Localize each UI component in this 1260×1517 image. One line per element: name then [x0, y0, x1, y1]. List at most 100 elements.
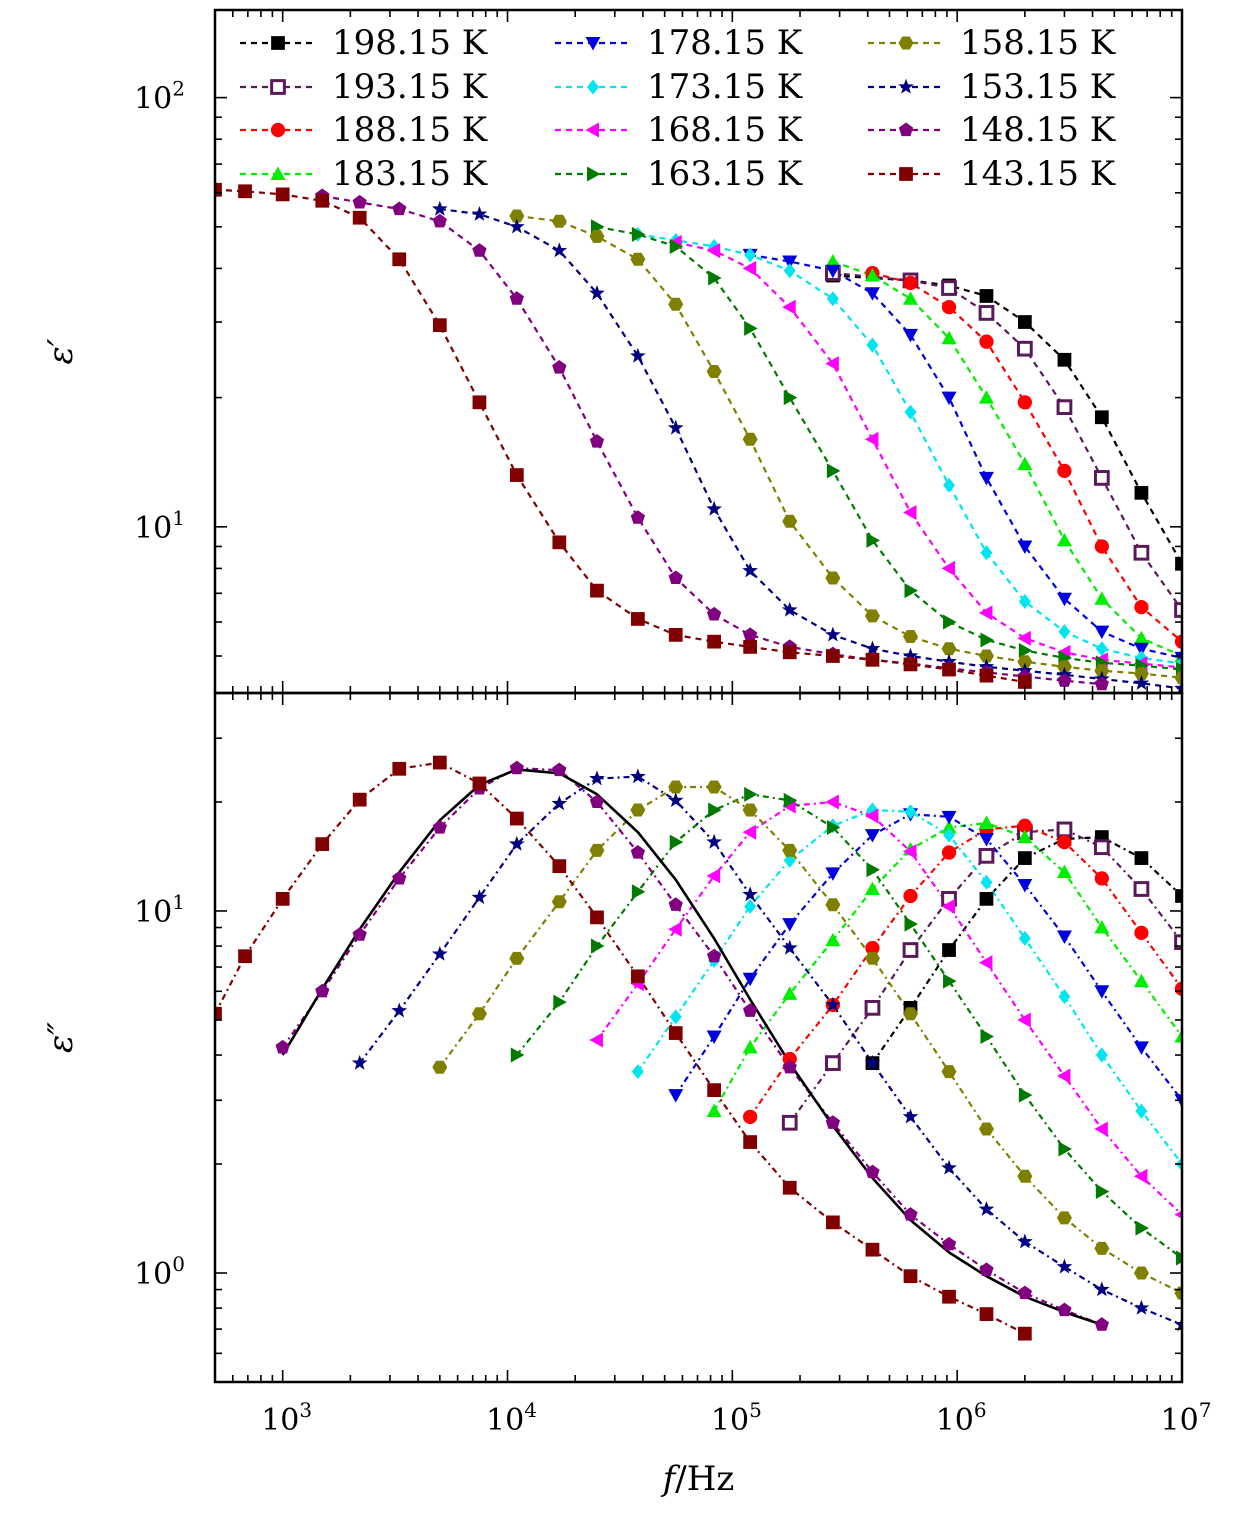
data-point	[825, 996, 841, 1012]
legend-marker	[271, 36, 285, 50]
data-point	[1057, 1302, 1072, 1317]
legend-marker	[270, 79, 286, 95]
data-point	[864, 999, 881, 1016]
plot-frame	[213, 691, 1184, 1384]
legend-label: 168.15 K	[647, 110, 803, 150]
data-point	[630, 803, 646, 817]
x-tick-label-7: 107	[1161, 1398, 1212, 1438]
series-markers-163-15-K	[510, 786, 1182, 1266]
data-point	[742, 972, 758, 987]
data-point	[352, 194, 367, 209]
data-point	[941, 560, 956, 576]
data-point	[826, 291, 839, 307]
data-point	[902, 504, 917, 520]
data-point	[782, 1059, 797, 1074]
data-point	[978, 471, 994, 486]
data-point	[471, 889, 488, 905]
data-point	[941, 1159, 957, 1175]
y-tick-label-0: 100	[134, 1252, 185, 1292]
data-point	[943, 827, 956, 843]
data-point	[1017, 456, 1033, 471]
data-point	[589, 843, 605, 857]
data-point	[552, 535, 567, 550]
data-point	[783, 792, 798, 808]
data-point	[743, 640, 758, 654]
data-point	[903, 1269, 918, 1284]
data-point	[472, 395, 487, 410]
series-line-168-15-K	[675, 241, 1182, 669]
data-point	[432, 755, 447, 770]
series-markers-178-15-K	[668, 808, 1182, 1108]
data-point	[1018, 1087, 1033, 1103]
data-point	[589, 434, 605, 448]
data-point	[215, 182, 222, 197]
legend-item-188-15-K: 188.15 K	[240, 110, 488, 150]
data-point	[668, 628, 683, 642]
data-point	[1174, 1316, 1182, 1332]
data-point	[978, 1201, 995, 1216]
series-line-143-15-K	[215, 188, 1026, 684]
legend-label: 148.15 K	[960, 110, 1116, 150]
data-point	[864, 808, 879, 824]
data-point	[782, 514, 798, 528]
data-point	[825, 794, 839, 810]
data-point	[1094, 676, 1109, 691]
data-point	[979, 289, 994, 303]
data-point	[1134, 925, 1149, 940]
data-point	[631, 226, 646, 242]
series-markers-143-15-K	[215, 182, 1032, 689]
data-point	[1093, 470, 1110, 486]
data-point	[1134, 485, 1149, 500]
data-point	[275, 1039, 290, 1054]
data-point	[978, 649, 994, 663]
series-markers-183-15-K	[825, 254, 1182, 663]
data-point	[903, 657, 918, 672]
data-point	[589, 794, 605, 809]
data-point	[979, 891, 994, 906]
data-point	[1057, 463, 1072, 478]
legend-marker	[898, 122, 914, 137]
data-point	[782, 843, 798, 857]
data-point	[1058, 989, 1071, 1005]
data-point	[941, 642, 957, 656]
data-point	[315, 837, 330, 851]
data-point	[432, 213, 447, 228]
y-axis-title: ε′	[41, 338, 81, 364]
series-line-143-15-K	[215, 761, 1026, 1335]
data-point	[275, 891, 290, 906]
data-point	[706, 243, 721, 259]
data-point	[866, 532, 880, 548]
data-point	[1095, 1183, 1110, 1199]
series-line-183-15-K	[832, 260, 1182, 658]
series-markers-193-15-K	[781, 821, 1182, 1131]
data-point	[941, 280, 957, 296]
data-point	[351, 1054, 368, 1070]
data-point	[509, 291, 524, 305]
data-point	[589, 1032, 603, 1048]
data-point	[432, 820, 447, 834]
data-point	[706, 780, 722, 794]
data-point	[392, 870, 407, 885]
data-point	[1176, 1250, 1182, 1266]
data-point	[978, 605, 993, 621]
data-point	[941, 845, 957, 860]
data-point	[864, 609, 880, 623]
data-point	[902, 630, 918, 644]
data-point	[865, 940, 880, 956]
data-point	[238, 949, 252, 964]
data-point	[902, 647, 919, 663]
data-point	[742, 1039, 758, 1054]
data-point	[941, 898, 956, 914]
data-point	[669, 1009, 682, 1025]
x-tick-label-3: 103	[261, 1398, 312, 1438]
data-point	[744, 898, 757, 914]
data-point	[669, 834, 684, 850]
data-point	[668, 897, 683, 911]
panel-top-epsilon-real: 101 102 ε′	[41, 8, 1184, 695]
legend-marker	[585, 37, 601, 51]
legend-marker	[898, 36, 914, 50]
legend-marker	[587, 79, 599, 95]
x-tick-label-5: 105	[711, 1398, 762, 1438]
data-point	[706, 868, 721, 884]
data-point	[1017, 851, 1032, 865]
